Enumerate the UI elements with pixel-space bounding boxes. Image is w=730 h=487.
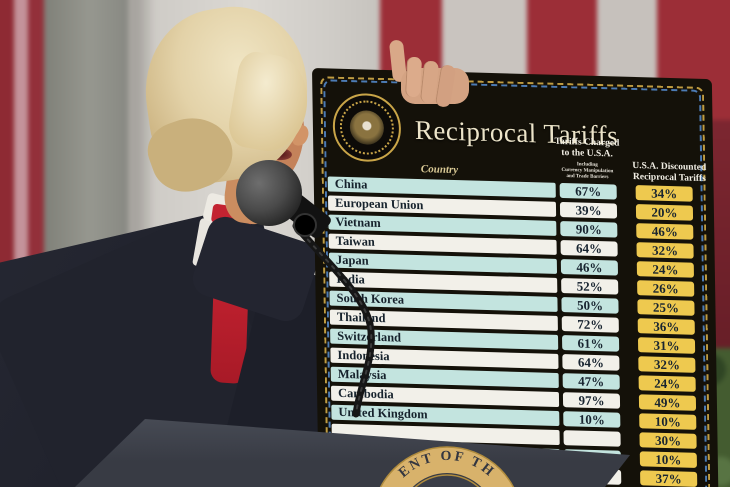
podium-seal-icon: ENT OF TH <box>379 446 515 487</box>
microphone-icon <box>236 160 302 226</box>
finger <box>404 56 423 98</box>
mic-mount <box>293 213 317 237</box>
